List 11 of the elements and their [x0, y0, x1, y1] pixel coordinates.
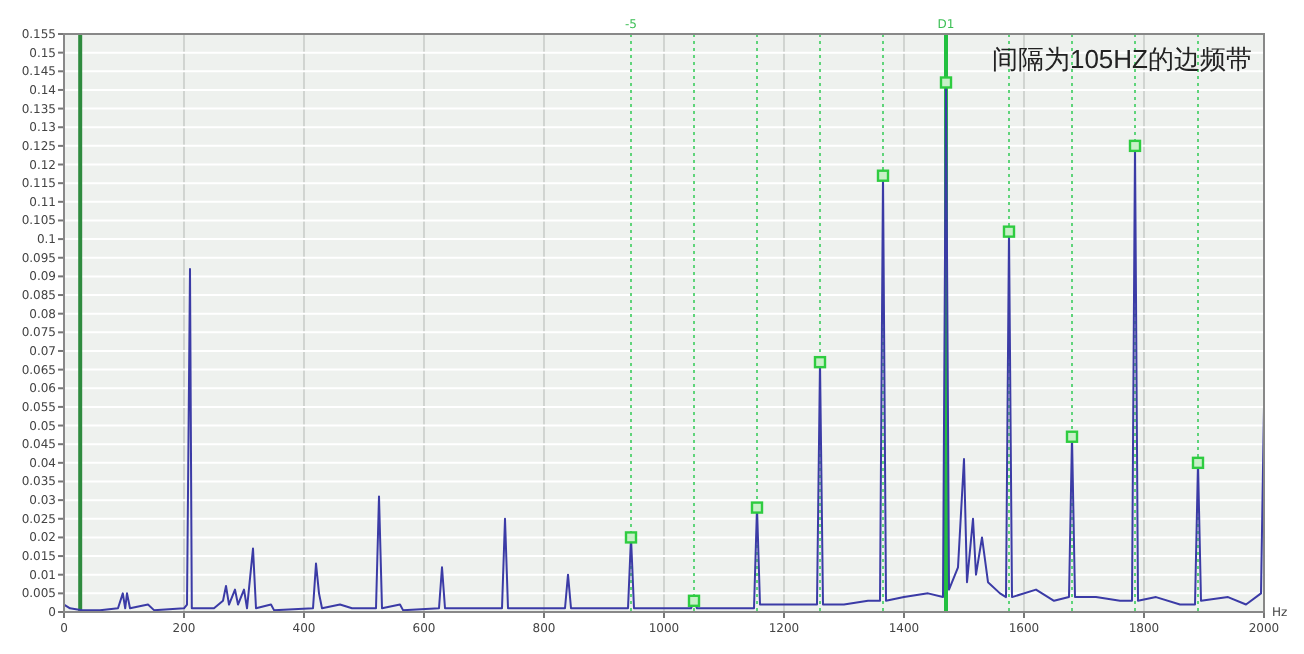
annotation: 间隔为105HZ的边频带 — [991, 44, 1252, 74]
point — [939, 76, 953, 89]
point — [1128, 139, 1142, 153]
point — [876, 169, 890, 182]
point — [1065, 430, 1079, 443]
point — [687, 594, 701, 608]
point — [1002, 225, 1016, 238]
point — [813, 355, 827, 369]
point — [750, 501, 764, 514]
point — [1191, 456, 1205, 470]
point — [624, 531, 638, 544]
